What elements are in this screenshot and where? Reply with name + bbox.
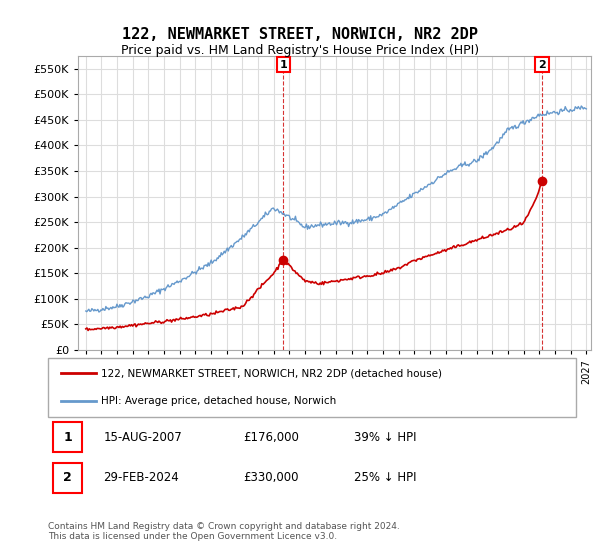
FancyBboxPatch shape [53, 422, 82, 452]
Text: Contains HM Land Registry data © Crown copyright and database right 2024.
This d: Contains HM Land Registry data © Crown c… [48, 522, 400, 542]
Text: 2: 2 [64, 472, 72, 484]
Text: 1: 1 [280, 60, 287, 69]
Text: 122, NEWMARKET STREET, NORWICH, NR2 2DP (detached house): 122, NEWMARKET STREET, NORWICH, NR2 2DP … [101, 368, 442, 378]
Text: 25% ↓ HPI: 25% ↓ HPI [354, 472, 417, 484]
Text: 1: 1 [64, 431, 72, 444]
Text: HPI: Average price, detached house, Norwich: HPI: Average price, detached house, Norw… [101, 396, 336, 406]
Text: Price paid vs. HM Land Registry's House Price Index (HPI): Price paid vs. HM Land Registry's House … [121, 44, 479, 57]
Text: £176,000: £176,000 [244, 431, 299, 444]
FancyBboxPatch shape [53, 463, 82, 493]
Text: 122, NEWMARKET STREET, NORWICH, NR2 2DP: 122, NEWMARKET STREET, NORWICH, NR2 2DP [122, 27, 478, 42]
FancyBboxPatch shape [48, 358, 576, 417]
Text: 39% ↓ HPI: 39% ↓ HPI [354, 431, 417, 444]
Text: 29-FEB-2024: 29-FEB-2024 [103, 472, 179, 484]
Text: 2: 2 [538, 60, 546, 69]
Text: £330,000: £330,000 [244, 472, 299, 484]
Text: 15-AUG-2007: 15-AUG-2007 [103, 431, 182, 444]
